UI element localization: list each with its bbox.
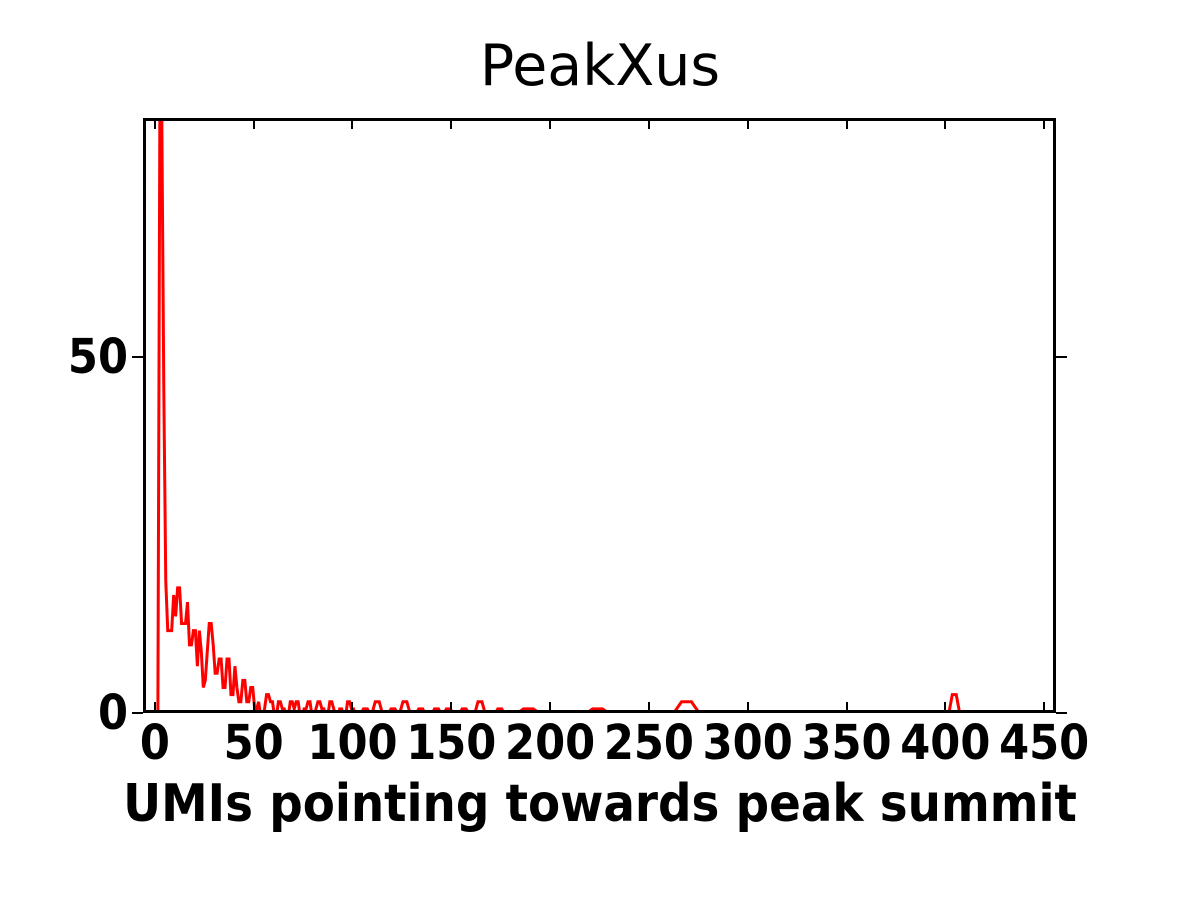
x-tick-label: 250	[603, 715, 694, 771]
y-tick-right	[1056, 712, 1067, 714]
x-tick-top	[153, 118, 156, 129]
x-tick-label: 50	[223, 715, 284, 771]
series-polyline	[156, 121, 961, 710]
x-tick-bottom	[450, 702, 453, 713]
x-tick-label: 350	[801, 715, 892, 771]
x-tick-bottom	[647, 702, 650, 713]
x-tick-bottom	[944, 702, 947, 713]
x-tick-bottom	[153, 702, 156, 713]
x-tick-label: 0	[139, 715, 170, 771]
x-tick-bottom	[1043, 702, 1046, 713]
x-tick-label: 300	[702, 715, 793, 771]
data-line-series	[156, 121, 961, 710]
x-tick-label: 150	[406, 715, 497, 771]
x-tick-top	[845, 118, 848, 129]
x-tick-bottom	[746, 702, 749, 713]
x-tick-bottom	[351, 702, 354, 713]
x-tick-label: 400	[900, 715, 991, 771]
x-tick-top	[450, 118, 453, 129]
x-tick-top	[351, 118, 354, 129]
x-tick-label: 200	[505, 715, 596, 771]
x-tick-top	[647, 118, 650, 129]
x-tick-bottom	[252, 702, 255, 713]
plot-area	[143, 118, 1056, 713]
x-tick-top	[252, 118, 255, 129]
chart-title: PeakXus	[479, 33, 721, 99]
y-tick-right	[1056, 356, 1067, 359]
x-tick-label: 450	[999, 715, 1090, 771]
x-tick-top	[1043, 118, 1046, 129]
x-tick-top	[746, 118, 749, 129]
x-tick-top	[549, 118, 552, 129]
x-axis-label: UMIs pointing towards peak summit	[123, 774, 1077, 834]
x-tick-bottom	[845, 702, 848, 713]
x-tick-bottom	[549, 702, 552, 713]
x-tick-label: 100	[307, 715, 398, 771]
y-tick-left	[132, 712, 143, 714]
x-tick-top	[944, 118, 947, 129]
y-tick-label: 50	[67, 329, 128, 386]
y-tick-label: 0	[97, 685, 128, 741]
y-tick-left	[132, 356, 143, 359]
